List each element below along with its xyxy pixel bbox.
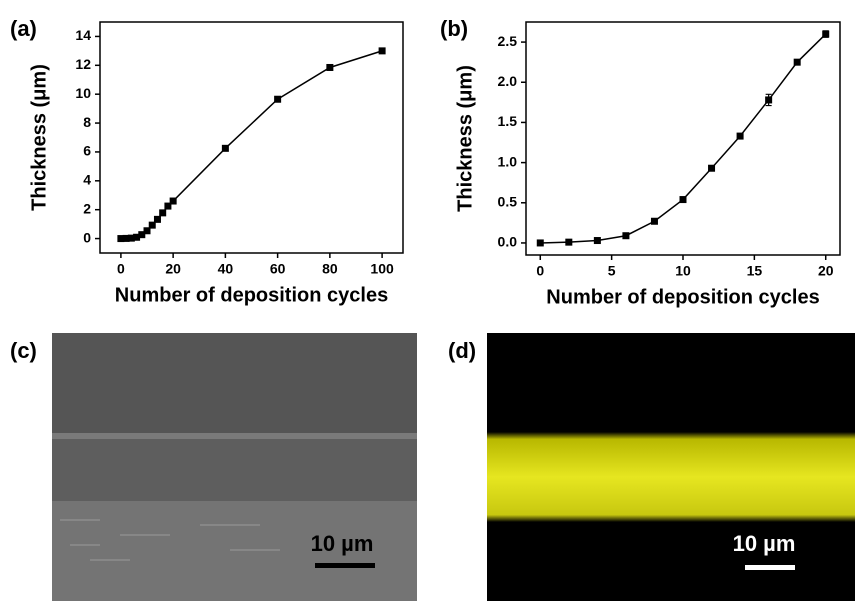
data-point [679, 196, 687, 204]
y-tick-label: 10 [75, 85, 91, 101]
y-tick-label: 6 [83, 143, 91, 159]
x-tick-label: 80 [322, 261, 338, 277]
plot-frame [525, 21, 841, 256]
x-tick-label: 0 [117, 261, 125, 277]
y-axis-title: Thickness (μm) [28, 64, 50, 211]
panel-label: (a) [10, 16, 37, 41]
y-tick-label: 2 [83, 200, 91, 216]
data-point [153, 215, 161, 223]
data-point [536, 239, 544, 247]
y-tick-label: 2.0 [498, 73, 518, 89]
data-point [138, 231, 146, 239]
data-point [565, 238, 573, 246]
scale-bar [315, 563, 375, 568]
y-tick-label: 14 [75, 27, 91, 43]
x-tick-label: 20 [165, 261, 181, 277]
y-tick-label: 0.5 [498, 193, 518, 209]
data-point [708, 164, 716, 172]
y-tick-label: 4 [83, 172, 91, 188]
y-tick-label: 12 [75, 56, 91, 72]
data-point [169, 197, 177, 205]
x-axis-title: Number of deposition cycles [546, 286, 819, 308]
x-tick-label: 10 [675, 263, 691, 279]
panel-label: (b) [440, 16, 468, 41]
x-tick-label: 40 [218, 261, 234, 277]
data-point [159, 209, 167, 217]
y-tick-label: 2.5 [498, 33, 518, 49]
x-tick-label: 15 [747, 263, 763, 279]
x-tick-label: 0 [536, 263, 544, 279]
data-point [164, 202, 172, 210]
data-point [221, 144, 229, 152]
scale-bar-label: 10 µm [311, 531, 374, 556]
plot-frame [99, 21, 404, 254]
y-tick-label: 1.0 [498, 153, 518, 169]
y-tick-label: 0.0 [498, 234, 518, 250]
y-tick-label: 0 [83, 229, 91, 245]
y-tick-label: 1.5 [498, 113, 518, 129]
data-point [593, 237, 601, 245]
scale-bar-label: 10 µm [733, 531, 796, 556]
data-point [143, 227, 151, 235]
x-tick-label: 100 [370, 261, 394, 277]
data-point [736, 132, 744, 140]
data-point [326, 63, 334, 71]
y-tick-label: 8 [83, 114, 91, 130]
x-axis-title: Number of deposition cycles [115, 284, 388, 306]
data-line [540, 33, 827, 244]
panel-label: (d) [448, 338, 476, 363]
x-tick-label: 5 [608, 263, 616, 279]
panel-label: (c) [10, 338, 37, 363]
data-point [622, 232, 630, 240]
data-point [127, 234, 135, 242]
data-point [117, 235, 125, 243]
y-axis-title: Thickness (μm) [454, 65, 476, 212]
sem-image [52, 333, 417, 601]
x-tick-label: 60 [270, 261, 286, 277]
scale-bar [745, 565, 795, 570]
x-tick-label: 20 [818, 263, 834, 279]
data-point [378, 47, 386, 55]
data-point [122, 234, 130, 242]
data-point [133, 233, 141, 241]
data-point [650, 217, 658, 225]
eds-map [487, 333, 855, 601]
data-point [274, 95, 282, 103]
data-point [765, 96, 773, 104]
data-point [793, 58, 801, 66]
data-point [148, 221, 156, 229]
data-point [822, 30, 830, 38]
